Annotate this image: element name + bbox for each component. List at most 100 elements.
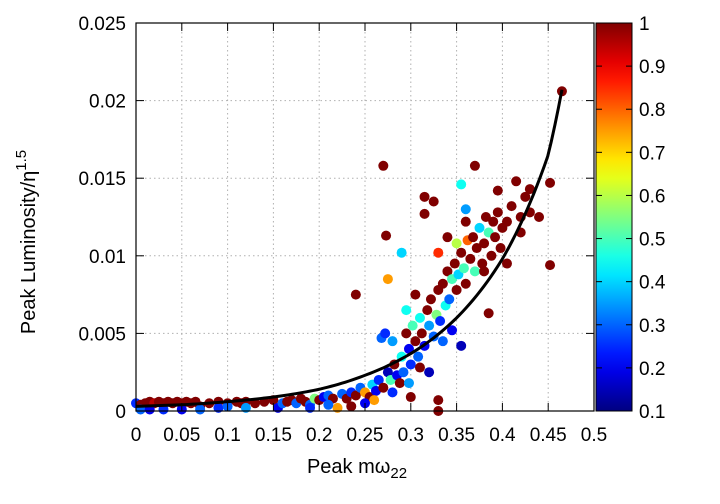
y-tick-label: 0.02 xyxy=(89,92,126,113)
colorbar-tick-label: 0.9 xyxy=(639,57,665,78)
data-point xyxy=(449,258,460,269)
x-tick-label: 0.4 xyxy=(489,425,516,446)
x-tick-label: 0.15 xyxy=(255,425,292,446)
data-point xyxy=(405,392,416,403)
data-point xyxy=(495,243,506,254)
data-point xyxy=(444,294,455,305)
data-point xyxy=(332,402,343,413)
colorbar xyxy=(595,22,633,412)
data-point xyxy=(479,238,490,249)
data-point xyxy=(520,191,531,202)
y-axis-title-main: Peak Luminosity/η xyxy=(18,171,40,334)
data-point xyxy=(501,258,512,269)
data-point xyxy=(394,378,405,389)
fit-curve xyxy=(135,89,564,408)
data-point xyxy=(506,201,517,212)
x-tick-label: 0.35 xyxy=(438,425,475,446)
data-point xyxy=(437,278,448,289)
x-axis-title: Peak mω22 xyxy=(307,456,407,482)
x-tick-label: 0.5 xyxy=(581,425,607,446)
data-point xyxy=(387,336,398,347)
colorbar-tick-label: 0.1 xyxy=(639,402,665,423)
data-point xyxy=(451,284,462,295)
data-point xyxy=(442,266,453,277)
data-point xyxy=(414,312,425,323)
data-point xyxy=(413,351,424,362)
data-point xyxy=(433,247,444,258)
data-point xyxy=(401,328,412,339)
data-point xyxy=(396,247,407,258)
data-point xyxy=(378,382,389,393)
x-tick-label: 0.45 xyxy=(530,425,567,446)
colorbar-tick-label: 0.3 xyxy=(639,316,665,337)
y-tick-label: 0.005 xyxy=(78,324,126,345)
data-point xyxy=(428,196,439,207)
data-point xyxy=(410,336,421,347)
data-point xyxy=(387,387,398,398)
x-tick-label: 0.3 xyxy=(398,425,424,446)
data-points xyxy=(131,86,567,416)
x-axis-ticks: 0 0.05 0.1 0.15 0.2 0.25 0.3 0.35 0.4 0.45 0.5 xyxy=(131,23,607,446)
colorbar-tick-label: 0.4 xyxy=(639,273,666,294)
data-point xyxy=(419,191,430,202)
data-point xyxy=(468,232,479,243)
x-tick-label: 0.25 xyxy=(347,425,384,446)
data-point xyxy=(474,222,485,233)
data-point xyxy=(480,212,491,222)
data-point xyxy=(213,402,224,413)
data-point xyxy=(460,216,471,227)
data-point xyxy=(545,260,556,271)
data-point xyxy=(424,367,435,378)
data-point xyxy=(524,184,535,195)
data-point xyxy=(369,395,380,406)
data-point xyxy=(305,402,316,413)
x-tick-label: 0.05 xyxy=(163,425,200,446)
y-tick-label: 0 xyxy=(115,402,126,423)
data-point xyxy=(486,250,497,261)
data-point xyxy=(401,305,412,316)
colorbar-tick-label: 0.2 xyxy=(639,359,665,380)
data-point xyxy=(346,401,357,412)
data-point xyxy=(414,362,425,373)
x-axis-title-main: Peak mω xyxy=(307,456,390,478)
data-point xyxy=(477,258,488,269)
data-point xyxy=(545,177,556,188)
data-point xyxy=(437,336,448,347)
data-point xyxy=(490,232,501,243)
data-point xyxy=(424,320,435,331)
data-point xyxy=(405,359,416,370)
y-axis-ticks: 0 0.005 0.01 0.015 0.02 0.025 xyxy=(78,14,594,423)
x-tick-label: 0 xyxy=(131,425,142,446)
data-point xyxy=(465,253,476,264)
data-point xyxy=(433,395,444,406)
data-point xyxy=(479,266,490,277)
data-point xyxy=(469,160,480,171)
data-point xyxy=(425,294,436,305)
data-point xyxy=(458,263,469,274)
data-point xyxy=(398,367,409,378)
data-point xyxy=(240,402,251,413)
data-point xyxy=(447,325,458,336)
data-point xyxy=(456,340,467,351)
data-point xyxy=(435,315,446,326)
x-axis-title-subscript: 22 xyxy=(390,465,407,482)
data-point xyxy=(380,328,391,339)
data-point xyxy=(442,232,453,243)
data-point xyxy=(469,266,480,277)
data-point xyxy=(382,274,393,285)
y-axis-title: Peak Luminosity/η1.5 xyxy=(13,150,40,334)
data-point xyxy=(382,367,393,378)
data-point xyxy=(483,308,494,319)
colorbar-tick-label: 0.5 xyxy=(639,230,665,251)
data-point xyxy=(410,289,421,300)
colorbar-tick-label: 0.8 xyxy=(639,100,665,121)
y-tick-label: 0.025 xyxy=(78,14,126,35)
data-point xyxy=(350,390,361,401)
data-point xyxy=(416,328,427,339)
colorbar-tick-label: 0.6 xyxy=(639,186,665,207)
colorbar-tick-label: 1 xyxy=(639,14,650,35)
data-point xyxy=(501,216,512,227)
data-point xyxy=(350,289,361,300)
y-tick-label: 0.015 xyxy=(78,169,126,190)
data-point xyxy=(460,278,471,289)
